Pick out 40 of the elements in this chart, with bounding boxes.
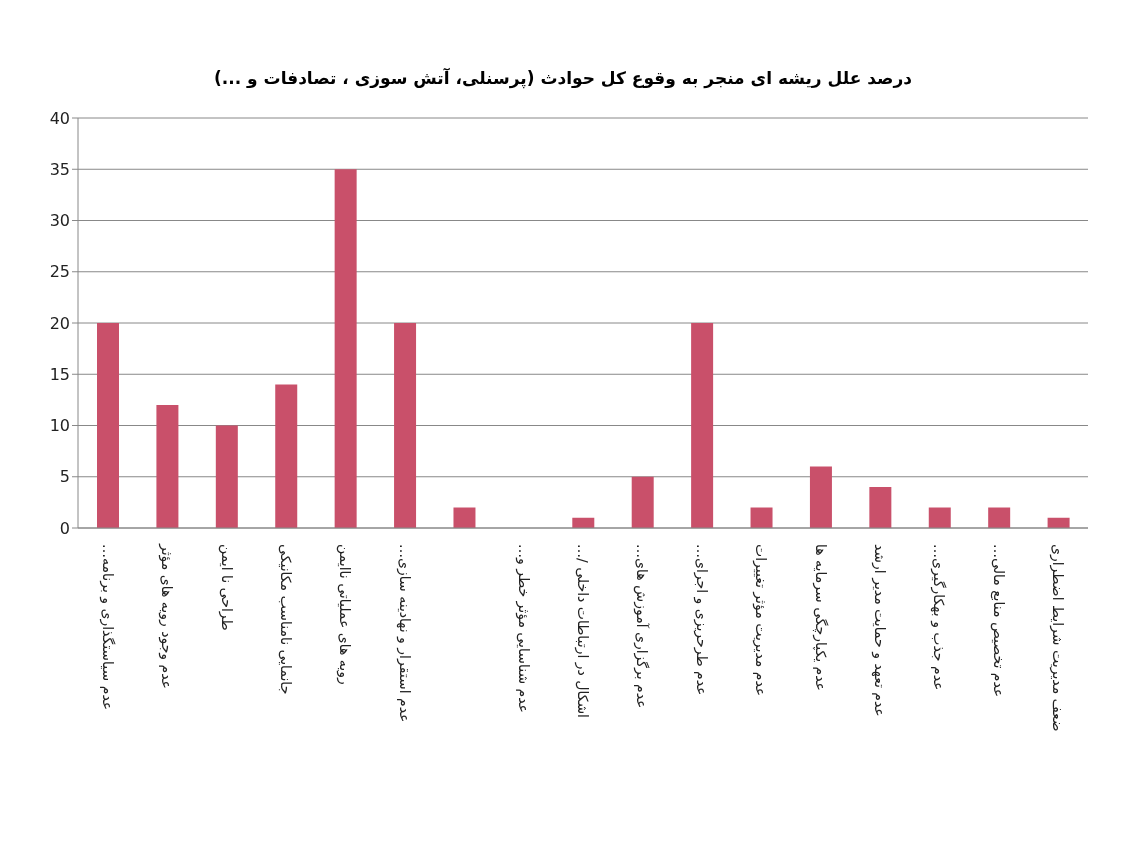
bar [631, 476, 654, 528]
chart-title: درصد علل ریشه ای منجر به وقوع کل حوادث (پرسنلی، آتش سوزی ، تصادفات و ...) [213, 67, 913, 91]
y-tick-label: 5 [59, 467, 70, 487]
x-tick-label: عدم وجود رویه های مؤثر [158, 543, 176, 689]
bar [215, 425, 238, 528]
x-tick-label: رویه های عملیاتی ناایمن [336, 544, 354, 685]
x-tick-label: عدم برگزاری آموزش های… [633, 544, 651, 709]
bar [275, 384, 298, 528]
x-tick-label: عدم شناسایی مؤثر خطر و… [514, 544, 532, 713]
bar [928, 507, 951, 528]
bar [97, 323, 119, 528]
x-tick-label: عدم سیاستگذاری و برنامه… [98, 544, 116, 711]
bar [809, 466, 832, 528]
x-tick-label: عدم تخصیص منابع مالی… [989, 544, 1007, 698]
x-tick-label: عدم جذب و بهکارگیری… [930, 544, 948, 691]
y-tick-label: 25 [49, 262, 70, 282]
bar [869, 487, 892, 528]
x-tick-label: عدم یکپارچگی سرمایه ها [811, 544, 829, 691]
x-tick-label: عدم مدیریت مؤثر تغییرات [752, 544, 770, 697]
x-tick-label: عدم طرحریزی و اجرای… [692, 544, 710, 696]
bar [453, 507, 476, 528]
bar [394, 323, 417, 528]
x-tick-label: جانمایی نامناسب مکانیکی [277, 544, 294, 695]
x-tick-label: طراحی نا ایمن [217, 544, 235, 631]
y-tick-label: 10 [49, 416, 70, 436]
bar [750, 507, 773, 528]
x-tick-label: عدم استقرار و نهادینه سازی… [395, 544, 413, 723]
y-tick-label: 0 [59, 518, 70, 538]
y-tick-label: 40 [49, 108, 70, 128]
x-tick-label: عدم تعهد و حمایت مدیر ارشد [871, 544, 889, 717]
x-tick-label: ضعف مدیریت شرایط اضطراری [1049, 544, 1067, 732]
bar [156, 405, 179, 528]
y-tick-label: 20 [49, 313, 70, 333]
y-tick-label: 15 [49, 364, 70, 384]
bar [334, 169, 357, 528]
bar [988, 507, 1011, 528]
x-tick-label: اشکال در ارتباطات داخلی /… [574, 544, 591, 719]
y-tick-label: 35 [49, 159, 70, 179]
bar [691, 323, 714, 528]
y-tick-label: 30 [49, 211, 70, 231]
